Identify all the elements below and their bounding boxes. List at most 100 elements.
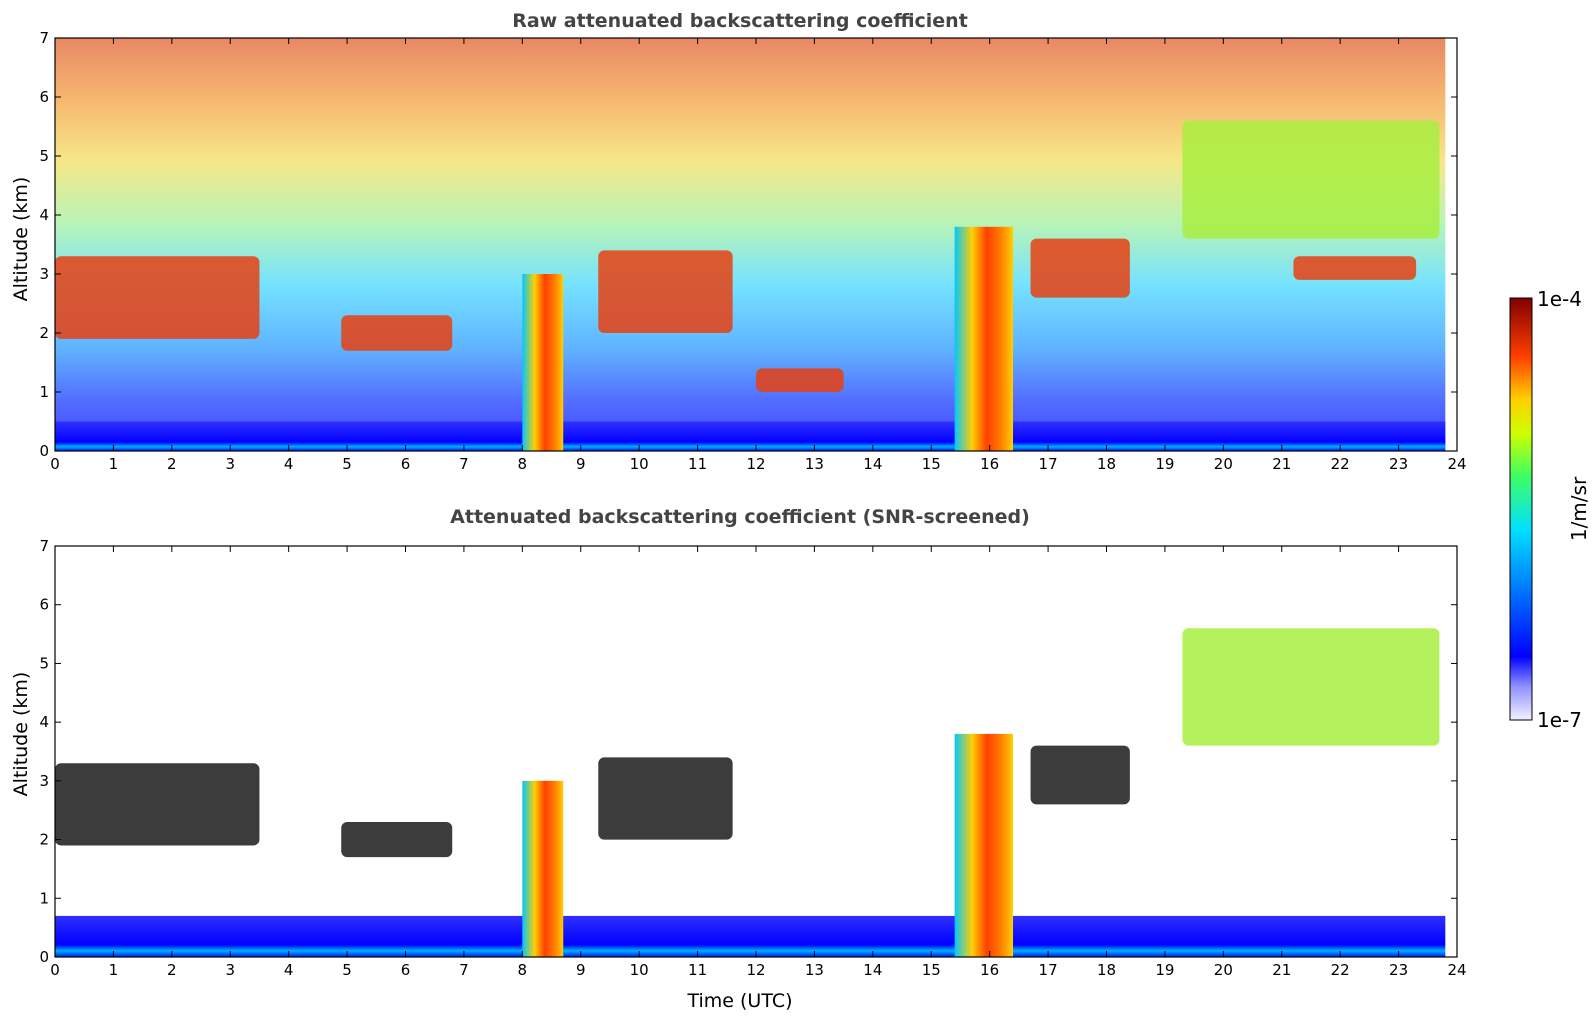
top-feature-cloud-1 bbox=[55, 256, 260, 339]
top-x-tick-label: 6 bbox=[401, 455, 411, 473]
bot-x-tick-label: 21 bbox=[1272, 961, 1291, 979]
top-y-tick-label: 3 bbox=[39, 265, 49, 283]
bot-x-tick-label: 13 bbox=[805, 961, 824, 979]
top-x-tick-label: 18 bbox=[1097, 455, 1116, 473]
bot-x-tick-label: 11 bbox=[688, 961, 707, 979]
colorbar-unit-label: 1/m/sr bbox=[1567, 476, 1591, 541]
top-y-tick-label: 4 bbox=[39, 206, 49, 224]
bottom-chart-features bbox=[55, 628, 1446, 957]
top-y-tick-label: 0 bbox=[39, 442, 49, 460]
bot-x-tick-label: 24 bbox=[1447, 961, 1466, 979]
bot-x-tick-label: 18 bbox=[1097, 961, 1116, 979]
bot-x-tick-label: 14 bbox=[863, 961, 882, 979]
bottom-chart-frame bbox=[54, 545, 1458, 958]
top-x-tick-label: 21 bbox=[1272, 455, 1291, 473]
bot-x-tick-label: 8 bbox=[518, 961, 528, 979]
bot-x-tick-label: 6 bbox=[401, 961, 411, 979]
bot-y-tick-label: 3 bbox=[39, 772, 49, 790]
bot-x-tick-label: 19 bbox=[1155, 961, 1174, 979]
bot-x-tick-label: 23 bbox=[1389, 961, 1408, 979]
top-x-tick-label: 19 bbox=[1155, 455, 1174, 473]
bot-feature-cloud-1 bbox=[55, 763, 260, 846]
bot-x-tick-label: 10 bbox=[630, 961, 649, 979]
bot-feature-cloud-6 bbox=[1030, 745, 1130, 805]
top-y-tick-label: 6 bbox=[39, 88, 49, 106]
bot-feature-cloud-4 bbox=[598, 757, 733, 840]
bot-x-tick-label: 9 bbox=[576, 961, 586, 979]
bot-x-tick-label: 12 bbox=[746, 961, 765, 979]
top-x-tick-label: 16 bbox=[980, 455, 999, 473]
top-x-tick-label: 11 bbox=[688, 455, 707, 473]
top-feature-cloud-2 bbox=[341, 315, 453, 351]
top-x-tick-label: 2 bbox=[167, 455, 177, 473]
bot-y-tick-label: 1 bbox=[39, 889, 49, 907]
top-x-tick-label: 9 bbox=[576, 455, 586, 473]
top-chart-title: Raw attenuated backscattering coefficien… bbox=[512, 10, 968, 32]
top-feature-boundary-layer-0 bbox=[55, 421, 1446, 451]
bot-x-tick-label: 4 bbox=[284, 961, 294, 979]
bot-x-tick-label: 7 bbox=[459, 961, 469, 979]
bot-x-tick-label: 1 bbox=[109, 961, 119, 979]
bottom-chart-title: Attenuated backscattering coefficient (S… bbox=[450, 506, 1030, 528]
top-x-tick-label: 0 bbox=[50, 455, 60, 473]
bot-feature-precipitation-column-3 bbox=[522, 780, 564, 957]
bottom-chart-plot-area: 0 1 2 3 4 5 6 7 8 9 10 11 12 13 14 15 16 17 18 19 20 21 22 23 24… bbox=[39, 537, 1466, 979]
top-feature-cloud-7 bbox=[1030, 238, 1130, 298]
bot-x-tick-label: 16 bbox=[980, 961, 999, 979]
bot-y-tick-label: 4 bbox=[39, 713, 49, 731]
top-x-tick-label: 12 bbox=[746, 455, 765, 473]
top-x-tick-label: 3 bbox=[225, 455, 235, 473]
top-y-tick-label: 2 bbox=[39, 324, 49, 342]
top-x-tick-label: 7 bbox=[459, 455, 469, 473]
bot-x-tick-label: 3 bbox=[225, 961, 235, 979]
top-x-tick-label: 4 bbox=[284, 455, 294, 473]
bot-y-tick-label: 0 bbox=[39, 948, 49, 966]
bot-x-tick-label: 2 bbox=[167, 961, 177, 979]
top-x-tick-label: 8 bbox=[518, 455, 528, 473]
top-x-tick-label: 15 bbox=[922, 455, 941, 473]
top-x-tick-label: 1 bbox=[109, 455, 119, 473]
top-y-tick-label: 1 bbox=[39, 383, 49, 401]
bot-x-tick-label: 22 bbox=[1331, 961, 1350, 979]
bot-x-tick-label: 17 bbox=[1039, 961, 1058, 979]
bot-x-tick-label: 5 bbox=[342, 961, 352, 979]
top-y-axis-label: Altitude (km) bbox=[10, 177, 32, 302]
top-y-tick-label: 7 bbox=[39, 29, 49, 47]
top-noise-background bbox=[55, 38, 1446, 451]
top-feature-cloud-9 bbox=[1182, 120, 1440, 239]
bot-y-tick-label: 7 bbox=[39, 537, 49, 555]
top-x-tick-label: 24 bbox=[1447, 455, 1466, 473]
top-chart-plot-area: 0 1 2 3 4 5 6 7 8 9 10 11 12 13 14 15 16 17 18 19 20 21 22 23 24… bbox=[39, 29, 1466, 473]
colorbar-max-label: 1e-4 bbox=[1537, 287, 1582, 311]
bottom-y-axis-label: Altitude (km) bbox=[10, 672, 32, 797]
bot-y-tick-label: 2 bbox=[39, 831, 49, 849]
top-x-tick-label: 13 bbox=[805, 455, 824, 473]
top-x-tick-label: 17 bbox=[1039, 455, 1058, 473]
top-y-tick-label: 5 bbox=[39, 147, 49, 165]
colorbar-min-label: 1e-7 bbox=[1537, 708, 1582, 732]
bot-y-tick-label: 5 bbox=[39, 654, 49, 672]
top-x-tick-label: 22 bbox=[1331, 455, 1350, 473]
top-feature-cloud-5 bbox=[756, 368, 844, 392]
top-chart-features bbox=[55, 120, 1446, 451]
bot-feature-boundary-layer-0 bbox=[55, 915, 1446, 957]
bot-x-tick-label: 20 bbox=[1214, 961, 1233, 979]
top-x-tick-label: 5 bbox=[342, 455, 352, 473]
top-feature-precipitation-column-6 bbox=[954, 226, 1014, 451]
bot-feature-cloud-7 bbox=[1182, 628, 1440, 746]
bot-x-tick-label: 0 bbox=[50, 961, 60, 979]
x-axis-label: Time (UTC) bbox=[686, 990, 792, 1012]
colorbar: 1e-4 1e-7 1/m/sr bbox=[1509, 287, 1591, 732]
bottom-chart-ticks: 0 1 2 3 4 5 6 7 8 9 10 11 12 13 14 15 16 17 18 19 20 21 22 23 24… bbox=[39, 537, 1466, 979]
top-x-tick-label: 10 bbox=[630, 455, 649, 473]
top-chart-ticks: 0 1 2 3 4 5 6 7 8 9 10 11 12 13 14 15 16 17 18 19 20 21 22 23 24… bbox=[39, 29, 1466, 473]
top-feature-precipitation-column-3 bbox=[522, 274, 564, 451]
bot-feature-cloud-2 bbox=[341, 821, 453, 858]
top-feature-cloud-4 bbox=[598, 250, 733, 333]
bot-y-tick-label: 6 bbox=[39, 596, 49, 614]
top-x-tick-label: 14 bbox=[863, 455, 882, 473]
top-x-tick-label: 20 bbox=[1214, 455, 1233, 473]
top-feature-cloud-8 bbox=[1293, 256, 1417, 280]
bot-x-tick-label: 15 bbox=[922, 961, 941, 979]
